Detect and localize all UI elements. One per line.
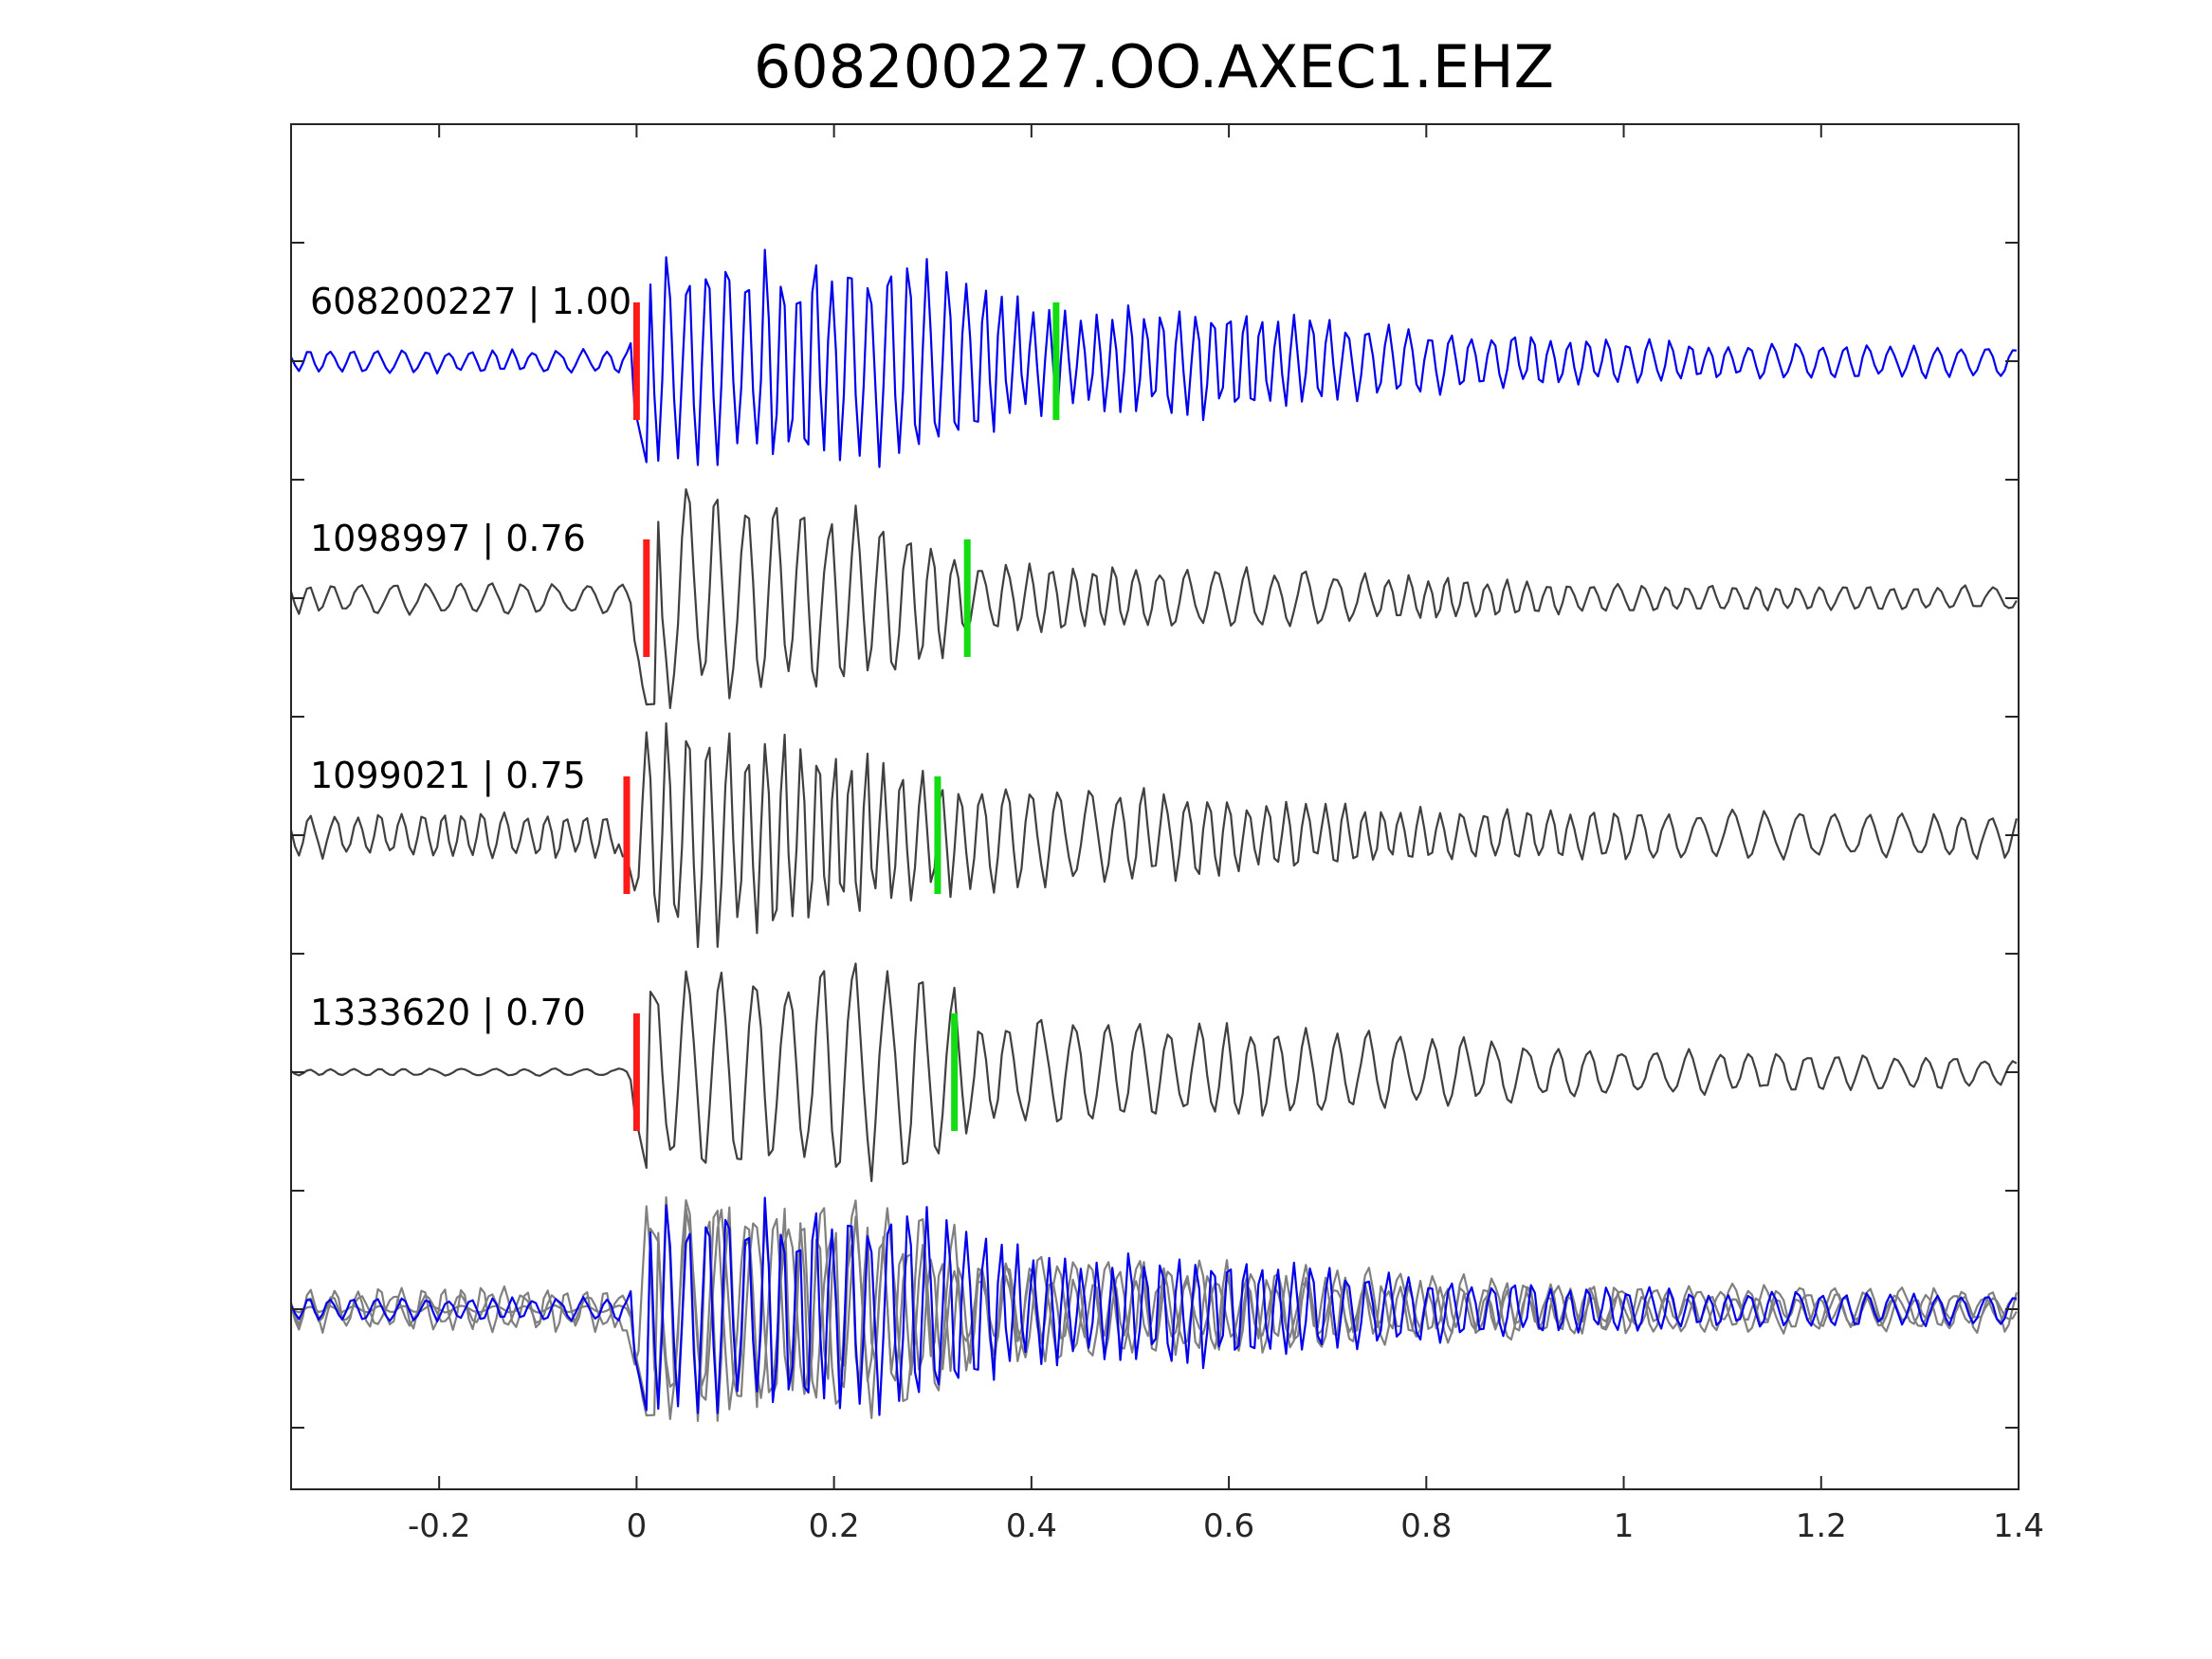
trace-608200227 <box>290 248 2017 468</box>
x-tick-label: 0.2 <box>809 1507 860 1545</box>
chart-title: 608200227.OO.AXEC1.EHZ <box>754 32 1554 101</box>
trace-label-608200227: 608200227 | 1.00 <box>310 281 631 323</box>
trace-1098997 <box>289 488 2018 709</box>
trace-1333620 <box>290 962 2018 1182</box>
x-tick-label: 1 <box>1614 1507 1635 1545</box>
x-tick-label: 0 <box>627 1507 648 1545</box>
trace-label-1333620: 1333620 | 0.70 <box>310 992 586 1034</box>
x-tick-label: 1.4 <box>1993 1507 2044 1545</box>
trace-label-1099021: 1099021 | 0.75 <box>310 755 586 797</box>
x-tick-label: 1.2 <box>1796 1507 1847 1545</box>
plot-frame <box>290 123 2020 1490</box>
overlay-trace-1098997 <box>289 1199 2018 1420</box>
markers-layer <box>623 302 1060 1131</box>
x-tick-label: 0.4 <box>1006 1507 1057 1545</box>
x-tick-label: 0.8 <box>1400 1507 1452 1545</box>
traces-layer <box>289 248 2018 1423</box>
overlay-trace-608200227 <box>290 1196 2017 1416</box>
axes-layer: -0.2 0 0.2 0.4 0.6 0.8 1 1.2 1.4 <box>290 123 2044 1545</box>
trace-1099021 <box>289 721 2018 949</box>
x-tick-label: 0.6 <box>1203 1507 1254 1545</box>
labels-layer: 608200227 | 1.00 1098997 | 0.76 1099021 | … <box>310 281 631 1034</box>
trace-label-1098997: 1098997 | 0.76 <box>310 518 586 560</box>
x-tick-label: -0.2 <box>408 1507 470 1545</box>
